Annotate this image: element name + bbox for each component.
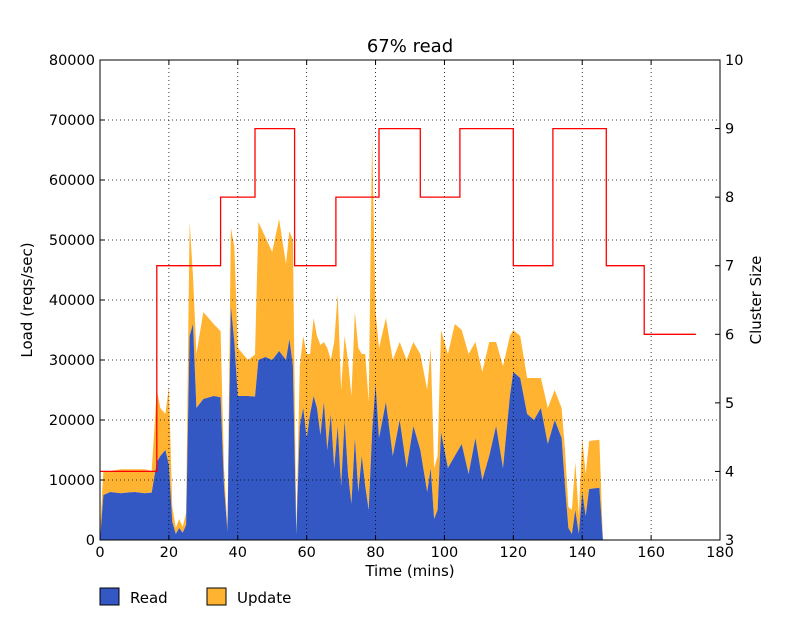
legend-item-read: Read	[99, 587, 168, 607]
ticks-layer: 0 20 40 60 80 100 120 140 160 180 0 10000 20000 30000…	[49, 53, 744, 561]
y2-tick-label: 10	[725, 53, 743, 69]
x-tick-label: 140	[568, 545, 596, 561]
y-tick-label: 70000	[49, 113, 95, 129]
legend-swatch	[99, 587, 120, 606]
y-tick-label: 30000	[49, 353, 95, 369]
y-tick-label: 40000	[49, 293, 95, 309]
y-tick-label: 50000	[49, 233, 95, 249]
y2-tick-label: 6	[725, 327, 734, 343]
y-tick-label: 10000	[49, 473, 95, 489]
x-tick-label: 80	[366, 545, 384, 561]
legend-label: Read	[130, 589, 168, 607]
x-tick-label: 100	[431, 545, 459, 561]
legend-item-update: Update	[206, 587, 291, 607]
x-tick-label: 120	[499, 545, 527, 561]
legend-label: Update	[237, 589, 291, 607]
x-tick-label: 60	[297, 545, 315, 561]
y2-tick-label: 7	[725, 259, 734, 275]
series-update-area	[100, 138, 693, 540]
x-axis-label: Time (mins)	[364, 562, 454, 580]
y-tick-label: 20000	[49, 413, 95, 429]
grid-layer	[100, 60, 720, 540]
series-read-area	[100, 306, 693, 540]
series-cluster-size-line	[100, 127, 696, 473]
chart-title: 67% read	[367, 36, 453, 57]
y2-tick-label: 4	[725, 464, 734, 480]
y2-tick-label: 8	[725, 190, 734, 206]
x-tick-label: 180	[706, 545, 734, 561]
series-layer	[100, 138, 693, 540]
y-axis-label: Load (reqs/sec)	[18, 242, 36, 357]
x-tick-label: 40	[229, 545, 247, 561]
legend-swatch	[206, 587, 227, 606]
step-layer	[100, 127, 696, 473]
x-tick-label: 160	[637, 545, 665, 561]
y2-axis-label: Cluster Size	[747, 256, 765, 345]
y-tick-label: 80000	[49, 53, 95, 69]
y2-tick-label: 9	[725, 122, 734, 138]
plot-area	[99, 59, 721, 541]
y-tick-label: 60000	[49, 173, 95, 189]
legend: Read Update	[99, 587, 291, 607]
x-tick-label: 20	[160, 545, 178, 561]
x-tick-label: 0	[95, 545, 104, 561]
y2-tick-label: 3	[725, 533, 734, 549]
y-tick-label: 0	[86, 533, 95, 549]
y2-tick-label: 5	[725, 396, 734, 412]
